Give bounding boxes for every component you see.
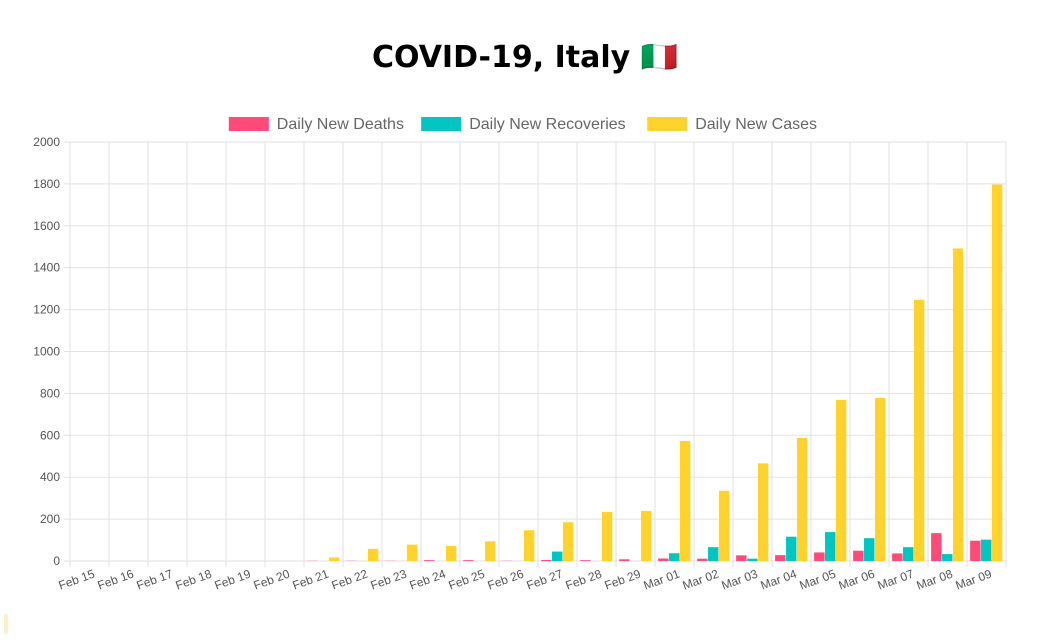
bar bbox=[580, 560, 591, 561]
bar bbox=[786, 536, 797, 561]
bar bbox=[601, 511, 613, 561]
grid-lines bbox=[64, 141, 1007, 567]
chart-title: COVID-19, Italy 🇮🇹 bbox=[0, 40, 1050, 75]
y-axis: 0 200 400 600 800 1000 1200 1400 1600 1800 2000 bbox=[33, 135, 60, 568]
bar bbox=[747, 558, 758, 561]
x-tick-label: Feb 17 bbox=[135, 567, 175, 593]
x-tick-label: Mar 08 bbox=[915, 567, 955, 593]
x-tick-label: Mar 09 bbox=[954, 567, 994, 593]
legend[interactable]: Daily New Deaths Daily New Recoveries Dail… bbox=[228, 116, 817, 133]
bar bbox=[942, 554, 953, 561]
bar bbox=[736, 555, 747, 561]
bar bbox=[796, 438, 808, 561]
bar bbox=[367, 548, 379, 561]
x-tick-label: Feb 27 bbox=[525, 567, 565, 593]
y-tick-label: 1800 bbox=[33, 177, 60, 191]
scroll-indicator bbox=[4, 614, 8, 634]
x-tick-label: Mar 07 bbox=[876, 567, 916, 593]
y-tick-label: 1000 bbox=[33, 345, 60, 359]
y-tick-label: 0 bbox=[53, 554, 60, 568]
y-tick-label: 400 bbox=[40, 470, 60, 484]
bars bbox=[307, 184, 1003, 561]
bar bbox=[679, 440, 691, 561]
bar bbox=[981, 539, 992, 561]
x-tick-label: Feb 25 bbox=[447, 567, 487, 593]
bar bbox=[697, 558, 708, 561]
bar bbox=[484, 541, 496, 561]
x-tick-label: Feb 15 bbox=[57, 567, 97, 593]
x-tick-label: Feb 26 bbox=[486, 567, 526, 593]
x-tick-label: Feb 20 bbox=[252, 567, 292, 593]
x-tick-label: Feb 21 bbox=[291, 567, 331, 593]
bar bbox=[406, 544, 418, 561]
x-tick-label: Feb 19 bbox=[213, 567, 253, 593]
legend-swatch bbox=[228, 117, 269, 131]
bar bbox=[708, 547, 719, 561]
bar bbox=[562, 522, 574, 561]
x-tick-label: Feb 28 bbox=[564, 567, 604, 593]
x-tick-label: Feb 23 bbox=[369, 567, 409, 593]
y-tick-label: 1600 bbox=[33, 219, 60, 233]
bar bbox=[952, 248, 964, 561]
y-tick-label: 1200 bbox=[33, 303, 60, 317]
bar bbox=[523, 530, 535, 561]
bar bbox=[463, 560, 474, 561]
y-tick-label: 200 bbox=[40, 512, 60, 526]
y-tick-label: 2000 bbox=[33, 135, 60, 149]
bar bbox=[552, 551, 563, 561]
y-tick-label: 600 bbox=[40, 428, 60, 442]
x-tick-label: Feb 24 bbox=[408, 567, 448, 593]
x-tick-label: Mar 04 bbox=[759, 567, 799, 593]
legend-label: Daily New Recoveries bbox=[469, 116, 626, 133]
legend-swatch bbox=[421, 117, 462, 131]
x-tick-label: Mar 05 bbox=[798, 567, 838, 593]
bar bbox=[864, 538, 875, 561]
y-tick-label: 800 bbox=[40, 386, 60, 400]
bar bbox=[814, 552, 825, 561]
bar bbox=[853, 550, 864, 561]
x-tick-label: Mar 02 bbox=[681, 567, 721, 593]
bar bbox=[835, 399, 847, 561]
bar bbox=[619, 559, 630, 561]
italy-flag-icon: 🇮🇹 bbox=[640, 40, 678, 75]
legend-label: Daily New Deaths bbox=[277, 116, 404, 133]
bar bbox=[991, 184, 1003, 561]
x-tick-label: Feb 22 bbox=[330, 567, 370, 593]
bar bbox=[718, 490, 730, 561]
x-tick-label: Mar 01 bbox=[642, 567, 682, 593]
x-tick-label: Feb 16 bbox=[96, 567, 136, 593]
legend-item[interactable]: Daily New Deaths bbox=[228, 116, 404, 133]
bar bbox=[903, 547, 914, 561]
bar bbox=[825, 532, 836, 561]
bar bbox=[658, 558, 669, 561]
legend-swatch bbox=[647, 117, 688, 131]
bar bbox=[892, 553, 903, 561]
bar bbox=[757, 463, 769, 561]
bar bbox=[970, 540, 981, 561]
bar bbox=[640, 510, 652, 561]
bar bbox=[541, 559, 552, 561]
bar bbox=[913, 299, 925, 561]
x-tick-label: Mar 03 bbox=[720, 567, 760, 593]
x-tick-label: Feb 29 bbox=[603, 567, 643, 593]
chart-title-text: COVID-19, Italy bbox=[372, 40, 631, 75]
bar bbox=[328, 557, 340, 561]
bar bbox=[445, 545, 457, 561]
x-axis: Feb 15 Feb 16 Feb 17 Feb 18 Feb 19 Feb 20 Feb … bbox=[57, 567, 994, 593]
bar bbox=[669, 553, 680, 561]
legend-item[interactable]: Daily New Recoveries bbox=[421, 116, 626, 133]
y-tick-label: 1400 bbox=[33, 261, 60, 275]
bar bbox=[931, 533, 942, 561]
x-tick-label: Feb 18 bbox=[174, 567, 214, 593]
bar bbox=[874, 398, 886, 561]
bar bbox=[424, 560, 435, 561]
x-tick-label: Mar 06 bbox=[837, 567, 877, 593]
legend-item[interactable]: Daily New Cases bbox=[647, 116, 817, 133]
bar bbox=[775, 555, 786, 561]
legend-label: Daily New Cases bbox=[695, 116, 817, 133]
